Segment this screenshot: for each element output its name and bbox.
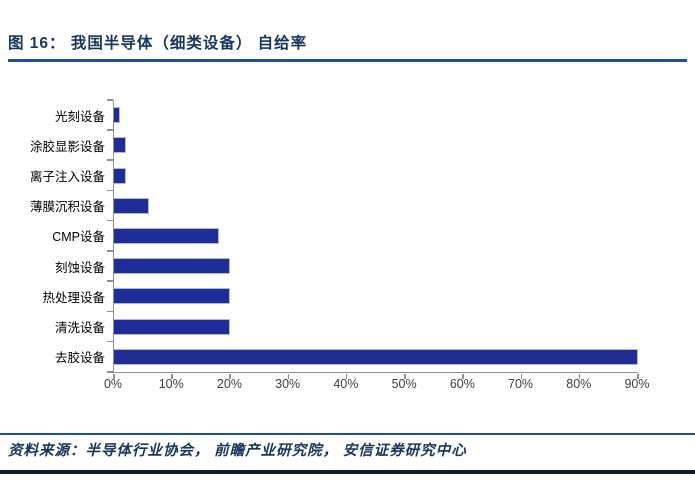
- y-axis-tick: [107, 219, 113, 222]
- x-tick-label: 90%: [624, 377, 650, 391]
- bar-row: [114, 130, 638, 160]
- x-axis-tick: [520, 374, 523, 379]
- x-axis-tick: [578, 374, 581, 379]
- bar: [114, 167, 126, 184]
- x-axis-tick: [462, 374, 464, 379]
- bar: [114, 107, 120, 124]
- x-axis-tick: [113, 374, 115, 379]
- bar: [114, 348, 638, 365]
- y-axis-tick: [107, 340, 113, 343]
- bar-row: [114, 251, 638, 281]
- bar: [114, 258, 231, 275]
- bar-row: [114, 281, 638, 311]
- x-tick-label: 20%: [216, 377, 242, 391]
- category-label: CMP设备: [52, 230, 105, 245]
- bar: [114, 318, 231, 335]
- x-tick-label: 0%: [103, 377, 123, 391]
- x-tick-label: 10%: [158, 377, 184, 391]
- x-tick-label: 70%: [508, 377, 534, 391]
- chart-rows: [114, 100, 638, 372]
- category-label: 离子注入设备: [29, 170, 105, 185]
- y-axis-tick: [107, 99, 113, 101]
- bar: [114, 197, 149, 214]
- bar: [114, 288, 231, 305]
- bar-row: [114, 221, 638, 251]
- x-tick-label: 80%: [566, 377, 592, 391]
- bar: [114, 227, 219, 244]
- x-axis-tick: [345, 374, 348, 379]
- source-text: 半导体行业协会， 前瞻产业研究院， 安信证券研究中心: [85, 443, 467, 459]
- source-label: 资料来源：: [8, 443, 86, 459]
- x-axis-tick: [404, 374, 406, 379]
- y-axis-tick: [107, 129, 113, 131]
- x-axis-tick: [287, 374, 290, 379]
- y-axis-tick: [107, 159, 113, 161]
- bar-row: [114, 100, 638, 130]
- footer-bottom-rule: [0, 470, 695, 474]
- y-axis-tick: [107, 280, 113, 282]
- category-label: 薄膜沉积设备: [29, 200, 105, 215]
- category-labels: 光刻设备涂胶显影设备 离子注入设备 薄膜沉积设备 CMP设备刻蚀设备热处理设备清洗设备…: [0, 100, 105, 372]
- y-axis-tick: [107, 310, 113, 313]
- x-axis-tick: [171, 374, 173, 379]
- figure-title: 图 16： 我国半导体（细类设备） 自给率: [8, 35, 308, 52]
- footer-top-rule: [0, 433, 695, 435]
- bar-row: [114, 160, 638, 190]
- x-tick-label: 30%: [275, 377, 301, 391]
- bar-row: [114, 312, 638, 342]
- category-label: 光刻设备: [54, 109, 105, 124]
- category-label: 刻蚀设备: [54, 260, 105, 275]
- source-note: 资料来源：半导体行业协会， 前瞻产业研究院， 安信证券研究中心: [8, 439, 467, 460]
- x-axis-labels: 0% 10% 20% 30% 40% 50% 60% 70% 80% 90%: [104, 377, 650, 395]
- title-underline: [8, 59, 687, 62]
- bar-chart-plot: [107, 99, 639, 379]
- bar: [114, 137, 126, 154]
- x-tick-label: 40%: [333, 377, 359, 391]
- category-label: 涂胶显影设备: [29, 139, 105, 154]
- x-axis-tick: [229, 374, 231, 379]
- category-label: 清洗设备: [54, 321, 105, 336]
- category-label: 热处理设备: [42, 290, 105, 305]
- x-tick-label: 60%: [449, 377, 475, 391]
- x-tick-label: 50%: [391, 377, 417, 391]
- x-axis-tick: [637, 374, 639, 379]
- bar-row: [114, 342, 638, 372]
- y-axis-tick: [107, 250, 113, 252]
- bar-row: [114, 191, 638, 221]
- category-label: 去胶设备: [54, 351, 105, 366]
- y-axis-tick: [107, 189, 113, 192]
- y-axis-tick: [107, 371, 113, 373]
